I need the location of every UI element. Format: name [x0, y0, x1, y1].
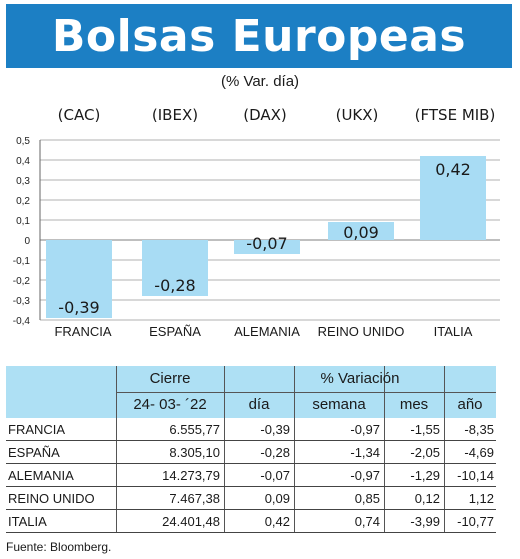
- cell-semana: 0,85: [354, 491, 380, 506]
- cell-dia: -0,39: [260, 422, 290, 437]
- table-row: ESPAÑA 8.305,10 -0,28 -1,34 -2,05 -4,69: [6, 441, 496, 464]
- table-row: FRANCIA 6.555,77 -0,39 -0,97 -1,55 -8,35: [6, 418, 496, 441]
- y-tick-label: 0: [24, 236, 30, 247]
- cell-dia: -0,28: [260, 445, 290, 460]
- index-label-cac: (CAC): [57, 106, 101, 124]
- x-category-label: FRANCIA: [54, 324, 111, 339]
- table-body: FRANCIA 6.555,77 -0,39 -0,97 -1,55 -8,35 ESPAÑ…: [6, 418, 496, 533]
- cell-mes: 0,12: [414, 491, 440, 506]
- cell-semana: -1,34: [350, 445, 380, 460]
- header-dia: día: [248, 396, 270, 413]
- cell-anio: -10,77: [457, 514, 494, 529]
- cell-dia: 0,09: [264, 491, 290, 506]
- y-tick-label: 0,3: [16, 176, 30, 187]
- header-cierre: Cierre: [149, 370, 191, 387]
- table-row: ALEMANIA 14.273,79 -0,07 -0,97 -1,29 -10,14: [6, 464, 496, 487]
- table-row: ITALIA 24.401,48 0,42 0,74 -3,99 -10,77: [6, 510, 496, 533]
- header-semana: semana: [312, 396, 366, 413]
- row-country: ESPAÑA: [8, 445, 60, 460]
- index-label-ibex: (IBEX): [151, 106, 199, 124]
- bar: [46, 240, 112, 318]
- header-mes: mes: [399, 396, 429, 413]
- y-tick-label: -0,1: [13, 256, 31, 267]
- cell-dia: -0,07: [260, 468, 290, 483]
- y-tick-label: 0,5: [16, 136, 30, 147]
- market-table: Cierre % Variación 24- 03- ´22 día seman…: [6, 366, 496, 533]
- index-label-dax: (DAX): [243, 106, 287, 124]
- table-row: REINO UNIDO 7.467,38 0,09 0,85 0,12 1,12: [6, 487, 496, 510]
- cell-semana: -0,97: [350, 422, 380, 437]
- cell-mes: -1,55: [410, 422, 440, 437]
- cell-anio: -10,14: [457, 468, 494, 483]
- cell-anio: 1,12: [468, 491, 494, 506]
- row-country: ALEMANIA: [8, 468, 74, 483]
- cell-anio: -8,35: [464, 422, 494, 437]
- row-country: REINO UNIDO: [8, 491, 95, 506]
- header-date: 24- 03- ´22: [133, 396, 207, 413]
- cell-anio: -4,69: [464, 445, 494, 460]
- header-variacion: % Variación: [320, 370, 400, 387]
- index-label-ftse-mib: (FTSE MIB): [414, 106, 496, 124]
- index-labels: (CAC) (IBEX) (DAX) (UKX) (FTSE MIB): [0, 106, 520, 130]
- data-label: -0,39: [58, 298, 99, 317]
- cell-cierre: 24.401,48: [162, 514, 220, 529]
- row-country: FRANCIA: [8, 422, 66, 437]
- cell-semana: 0,74: [354, 514, 380, 529]
- bar: [328, 222, 394, 240]
- row-country: ITALIA: [8, 514, 47, 529]
- chart-subtitle: (% Var. día): [220, 73, 300, 90]
- data-label: -0,07: [246, 234, 287, 253]
- source-note: Fuente: Bloomberg.: [6, 540, 112, 554]
- bar: [420, 156, 486, 240]
- cell-cierre: 14.273,79: [162, 468, 220, 483]
- cell-cierre: 6.555,77: [169, 422, 220, 437]
- title-banner: Bolsas Europeas: [6, 4, 512, 68]
- y-tick-label: -0,3: [13, 296, 31, 307]
- bar: [234, 240, 300, 254]
- cell-mes: -3,99: [410, 514, 440, 529]
- cell-dia: 0,42: [264, 514, 290, 529]
- header-anio: año: [457, 396, 483, 413]
- cell-mes: -2,05: [410, 445, 440, 460]
- data-label: 0,42: [435, 160, 471, 179]
- y-tick-label: -0,2: [13, 276, 31, 287]
- table-header: Cierre % Variación 24- 03- ´22 día seman…: [6, 366, 496, 418]
- data-label: 0,09: [343, 223, 379, 242]
- x-category-label: ALEMANIA: [234, 324, 300, 339]
- cell-mes: -1,29: [410, 468, 440, 483]
- cell-cierre: 7.467,38: [169, 491, 220, 506]
- bar: [142, 240, 208, 296]
- y-tick-label: 0,2: [16, 196, 30, 207]
- y-tick-label: -0,4: [13, 316, 31, 327]
- y-tick-label: 0,1: [16, 216, 30, 227]
- cell-cierre: 8.305,10: [169, 445, 220, 460]
- y-tick-label: 0,4: [16, 156, 30, 167]
- x-category-label: ESPAÑA: [149, 324, 201, 339]
- x-category-label: ITALIA: [434, 324, 473, 339]
- page-title: Bolsas Europeas: [51, 10, 467, 62]
- bar-chart: 0,5 0,4 0,3 0,2 0,1 0 -0,1 -0,2 -0,3 -0,4 -0,39 FRA…: [13, 136, 500, 339]
- index-label-ukx: (UKX): [335, 106, 379, 124]
- cell-semana: -0,97: [350, 468, 380, 483]
- x-category-label: REINO UNIDO: [318, 324, 405, 339]
- data-label: -0,28: [154, 276, 195, 295]
